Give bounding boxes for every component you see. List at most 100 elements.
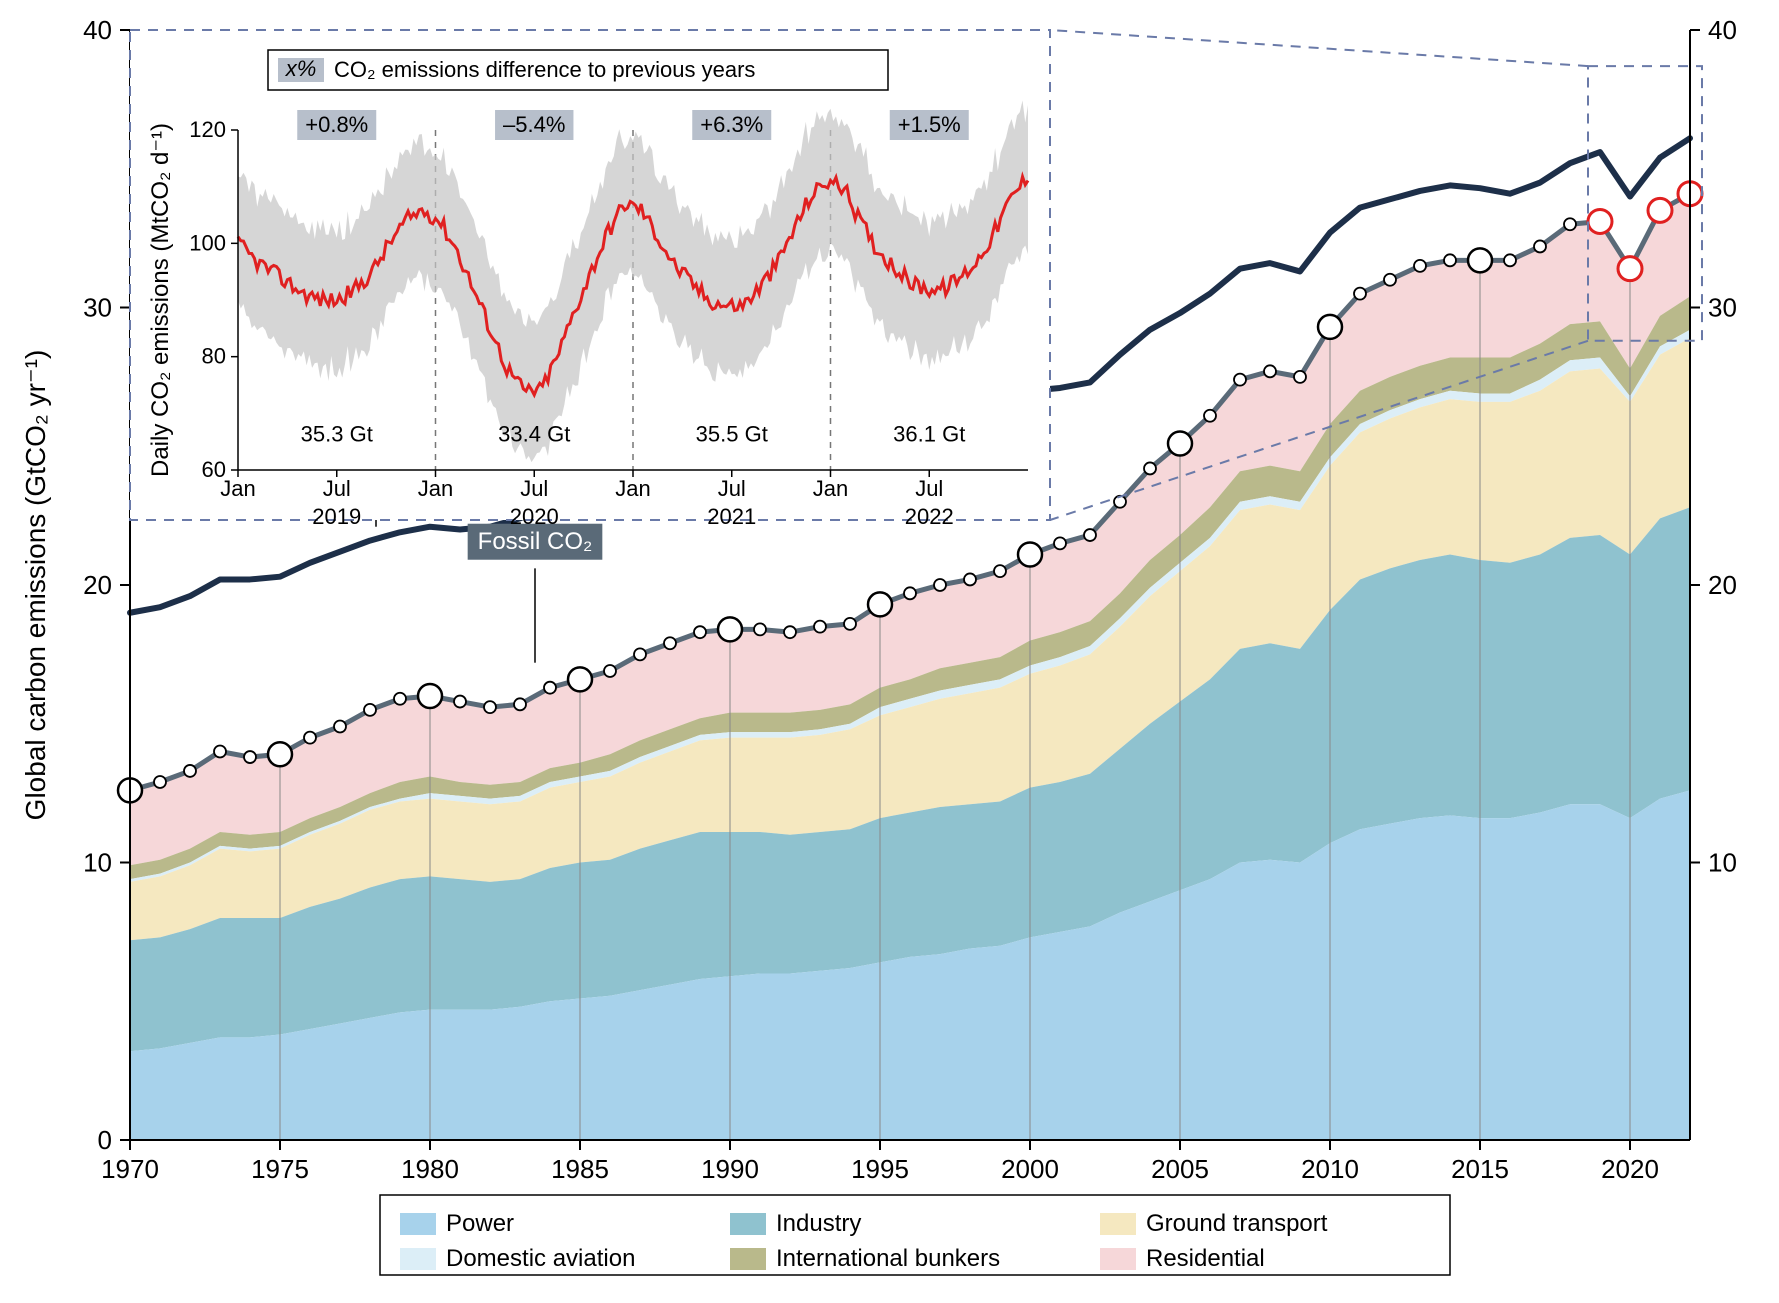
marker-large [718,617,742,641]
inset-month-label: Jul [323,476,351,501]
inset-month-label: Jan [615,476,650,501]
inset-delta: +1.5% [898,112,961,137]
marker-small [934,579,946,591]
xtick-label: 2020 [1601,1154,1659,1184]
ytick-label: 20 [83,570,112,600]
marker-small [1204,410,1216,422]
xtick-label: 2005 [1151,1154,1209,1184]
ytick-label: 0 [98,1125,112,1155]
legend-swatch [1100,1213,1136,1235]
xtick-label: 1995 [851,1154,909,1184]
inset-legend-x: x% [285,56,317,81]
marker-small [1234,374,1246,386]
inset-delta: +0.8% [305,112,368,137]
marker-small [544,682,556,694]
legend-swatch [400,1213,436,1235]
legend-swatch [400,1248,436,1270]
xtick-label: 2015 [1451,1154,1509,1184]
xtick-label: 1980 [401,1154,459,1184]
legend-label: Industry [776,1210,861,1237]
marker-large [868,592,892,616]
marker-small [1534,240,1546,252]
inset-total: 33.4 Gt [498,422,570,447]
marker-small [244,751,256,763]
marker-small [214,746,226,758]
marker-small [1054,537,1066,549]
marker-small [814,621,826,633]
marker-large [418,684,442,708]
inset-ytick: 80 [202,344,226,369]
legend-label: Power [446,1210,514,1237]
ytick-label-right: 40 [1708,15,1737,45]
marker-red [1588,209,1612,233]
xtick-label: 2000 [1001,1154,1059,1184]
marker-small [1354,288,1366,300]
series-label: Fossil CO₂ [478,528,593,555]
marker-small [634,648,646,660]
marker-small [484,701,496,713]
marker-small [304,732,316,744]
xtick-label: 1970 [101,1154,159,1184]
marker-small [1264,365,1276,377]
marker-small [1084,529,1096,541]
marker-small [1384,274,1396,286]
marker-small [754,623,766,635]
marker-large [568,667,592,691]
marker-large [1318,315,1342,339]
legend-label: Ground transport [1146,1210,1328,1237]
marker-small [154,776,166,788]
marker-small [784,626,796,638]
callout-line [1050,30,1588,66]
inset-legend-text: CO₂ emissions difference to previous yea… [334,57,755,82]
xtick-label: 2010 [1301,1154,1359,1184]
inset-ylabel: Daily CO₂ emissions (MtCO₂ d⁻¹) [147,123,174,477]
marker-small [454,696,466,708]
legend-label: International bunkers [776,1245,1000,1272]
marker-large [1018,542,1042,566]
inset-ytick: 100 [189,230,226,255]
marker-small [184,765,196,777]
inset-month-label: Jan [813,476,848,501]
inset-year-label: 2021 [707,504,756,529]
ytick-label-right: 10 [1708,848,1737,878]
marker-large [268,742,292,766]
xtick-label: 1985 [551,1154,609,1184]
marker-large [1168,431,1192,455]
marker-small [334,721,346,733]
y-axis-label: Global carbon emissions (GtCO₂ yr⁻¹) [20,350,51,821]
ytick-label-right: 30 [1708,293,1737,323]
marker-small [1414,260,1426,272]
inset-month-label: Jul [718,476,746,501]
ytick-label-right: 20 [1708,570,1737,600]
marker-small [664,637,676,649]
marker-small [964,573,976,585]
marker-small [1294,371,1306,383]
legend-label: Residential [1146,1245,1265,1272]
marker-small [1504,254,1516,266]
marker-small [994,565,1006,577]
marker-small [904,587,916,599]
marker-small [1564,218,1576,230]
inset-ytick: 120 [189,117,226,142]
marker-small [394,693,406,705]
inset-delta: +6.3% [700,112,763,137]
inset-month-label: Jan [220,476,255,501]
marker-large [1468,248,1492,272]
legend-swatch [1100,1248,1136,1270]
marker-small [1144,462,1156,474]
marker-small [844,618,856,630]
inset-total: 35.5 Gt [696,422,768,447]
inset-month-label: Jul [520,476,548,501]
inset-year-label: 2020 [510,504,559,529]
xtick-label: 1975 [251,1154,309,1184]
ytick-label: 40 [83,15,112,45]
inset-year-label: 2022 [905,504,954,529]
ytick-label: 10 [83,848,112,878]
emissions-figure: 0102030401020304019701975198019851990199… [0,0,1779,1303]
inset-total: 36.1 Gt [893,422,965,447]
inset-total: 35.3 Gt [301,422,373,447]
marker-small [514,698,526,710]
inset-delta: –5.4% [503,112,565,137]
marker-small [1444,254,1456,266]
inset-month-label: Jul [915,476,943,501]
